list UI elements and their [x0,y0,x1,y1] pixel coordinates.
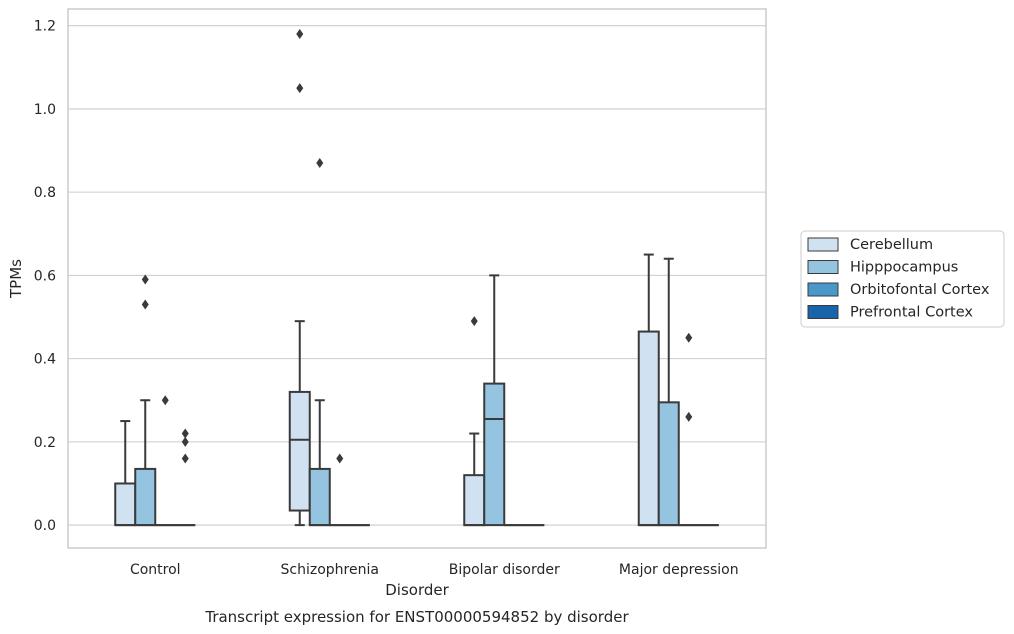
legend: Cerebellum Hipppocampus Orbitofontal Corte… [800,230,1005,328]
chart-caption: Transcript expression for ENST0000059485… [204,608,629,626]
x-tick-labels: Control Schizophrenia Bipolar disorder Majo… [130,562,739,578]
y-tick-label: 0.0 [34,518,56,534]
box-layer [114,28,719,527]
legend-swatch [807,260,839,274]
box-body [657,401,680,527]
outlier-point [685,411,693,422]
legend-swatch [807,305,839,319]
y-tick-label: 1.0 [34,102,56,118]
y-tick-label: 0.2 [34,435,56,451]
outlier-point [685,332,693,343]
x-tick-label: Major depression [619,562,739,578]
plot-border [67,8,767,549]
y-tick-label: 0.6 [34,268,56,284]
outlier-point [181,453,189,464]
box-prefrontal-cortex [175,428,196,527]
y-axis-title: TPMs [7,259,25,299]
box-body [114,482,137,527]
box-body [637,330,660,527]
outlier-point [141,274,149,285]
box-hipppocampus [657,257,680,527]
box-orbitofontal-cortex [678,332,699,527]
legend-frame [800,230,1005,328]
legend-label: Prefrontal Cortex [850,305,973,321]
legend-swatch [807,237,839,252]
legend-label: Cerebellum [850,237,933,253]
box-cerebellum [637,253,660,527]
box-orbitofontal-cortex [329,453,350,527]
box-cerebellum [114,420,137,527]
outlier-point [470,316,478,327]
box-hipppocampus [134,274,157,527]
x-axis-title: Disorder [385,581,449,599]
plot-frame [67,8,767,549]
box-hipppocampus [483,274,506,527]
x-tick-label: Control [130,562,181,578]
box-body [288,390,311,512]
box-body [308,467,331,527]
y-tick-label: 0.4 [34,352,56,368]
outlier-point [296,83,304,94]
legend-label: Orbitofontal Cortex [850,282,990,298]
legend-label: Hipppocampus [850,260,958,276]
y-tick-labels: 0.0 0.2 0.4 0.6 0.8 1.0 1.2 [34,19,56,534]
box-cerebellum [463,316,486,527]
outlier-point [141,299,149,310]
box-orbitofontal-cortex [155,395,176,527]
box-body [134,467,157,527]
legend-swatch [807,282,839,297]
outlier-point [296,28,304,39]
box-hipppocampus [308,158,331,527]
outlier-point [181,436,189,447]
outlier-point [336,453,344,464]
y-tick-label: 0.8 [34,185,56,201]
box-body [483,382,506,527]
outlier-point [316,158,324,168]
outlier-point [161,395,169,406]
outlier-point [181,428,189,439]
box-body [463,474,486,527]
box-cerebellum [288,28,311,527]
x-tick-label: Schizophrenia [281,562,379,578]
y-tick-label: 1.2 [34,19,56,35]
x-tick-label: Bipolar disorder [449,562,560,578]
